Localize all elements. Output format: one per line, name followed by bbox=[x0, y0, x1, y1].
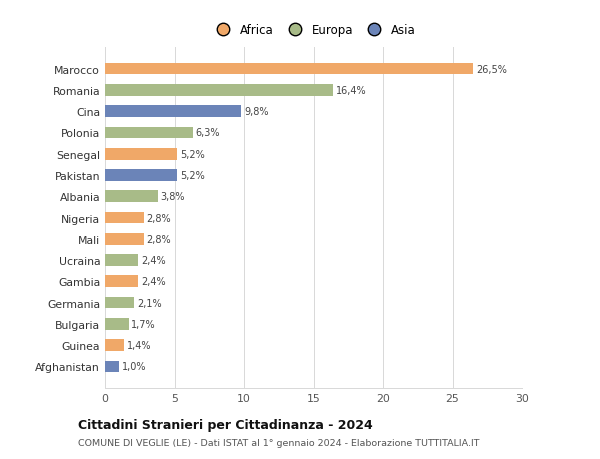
Bar bbox=[105, 212, 144, 224]
Text: 2,4%: 2,4% bbox=[141, 256, 166, 265]
Text: Cittadini Stranieri per Cittadinanza - 2024: Cittadini Stranieri per Cittadinanza - 2… bbox=[78, 418, 373, 431]
Text: 2,4%: 2,4% bbox=[141, 277, 166, 287]
Bar bbox=[105, 149, 177, 160]
Bar bbox=[105, 340, 124, 351]
Text: 1,0%: 1,0% bbox=[122, 362, 146, 372]
Bar bbox=[105, 64, 473, 75]
Bar bbox=[105, 85, 333, 96]
Legend: Africa, Europa, Asia: Africa, Europa, Asia bbox=[208, 20, 419, 40]
Text: 6,3%: 6,3% bbox=[196, 128, 220, 138]
Bar bbox=[105, 255, 139, 266]
Bar bbox=[105, 361, 119, 372]
Text: COMUNE DI VEGLIE (LE) - Dati ISTAT al 1° gennaio 2024 - Elaborazione TUTTITALIA.: COMUNE DI VEGLIE (LE) - Dati ISTAT al 1°… bbox=[78, 438, 479, 447]
Text: 5,2%: 5,2% bbox=[180, 171, 205, 180]
Text: 3,8%: 3,8% bbox=[161, 192, 185, 202]
Bar bbox=[105, 297, 134, 309]
Bar bbox=[105, 127, 193, 139]
Bar bbox=[105, 318, 128, 330]
Bar bbox=[105, 170, 177, 181]
Bar bbox=[105, 276, 139, 287]
Text: 2,8%: 2,8% bbox=[147, 213, 172, 223]
Bar bbox=[105, 191, 158, 202]
Text: 26,5%: 26,5% bbox=[476, 64, 507, 74]
Text: 16,4%: 16,4% bbox=[336, 86, 367, 95]
Text: 1,4%: 1,4% bbox=[127, 341, 152, 350]
Text: 2,1%: 2,1% bbox=[137, 298, 161, 308]
Text: 1,7%: 1,7% bbox=[131, 319, 156, 329]
Text: 5,2%: 5,2% bbox=[180, 149, 205, 159]
Bar bbox=[105, 234, 144, 245]
Bar bbox=[105, 106, 241, 118]
Text: 2,8%: 2,8% bbox=[147, 234, 172, 244]
Text: 9,8%: 9,8% bbox=[244, 107, 269, 117]
